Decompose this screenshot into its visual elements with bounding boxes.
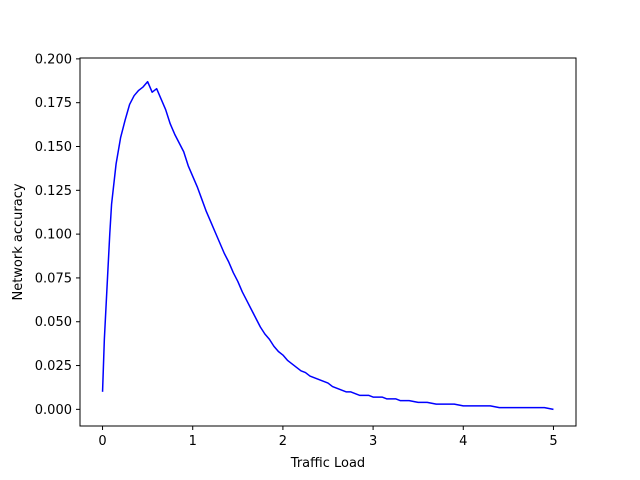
x-tick-label: 2 [279, 434, 287, 449]
series-layer [101, 80, 554, 411]
y-tick-label: 0.075 [35, 271, 72, 286]
y-tick-label: 0.150 [35, 140, 72, 155]
plot-frame [79, 57, 577, 427]
y-tick-label: 0.125 [35, 184, 72, 199]
x-tick-label: 0 [98, 434, 106, 449]
y-tick-label: 0.050 [35, 315, 72, 330]
x-tick-label: 4 [459, 434, 467, 449]
x-axis-label: Traffic Load [290, 456, 365, 471]
y-axis-label: Network accuracy [11, 183, 26, 300]
x-tick-label: 1 [189, 434, 197, 449]
plot-area [80, 58, 576, 426]
y-tick-label: 0.000 [35, 403, 72, 418]
y-tick-label: 0.200 [35, 52, 72, 67]
x-tick-label: 3 [369, 434, 377, 449]
y-tick-label: 0.100 [35, 228, 72, 243]
x-axis-ticks: 0 1 2 3 4 5 [98, 426, 558, 449]
y-tick-label: 0.025 [35, 359, 72, 374]
series-line [101, 80, 554, 411]
x-tick-label: 5 [549, 434, 557, 449]
y-axis-ticks: 0.000 0.025 0.050 0.075 0.100 0.125 0.150 0.175… [35, 52, 80, 418]
y-tick-label: 0.175 [35, 96, 72, 111]
